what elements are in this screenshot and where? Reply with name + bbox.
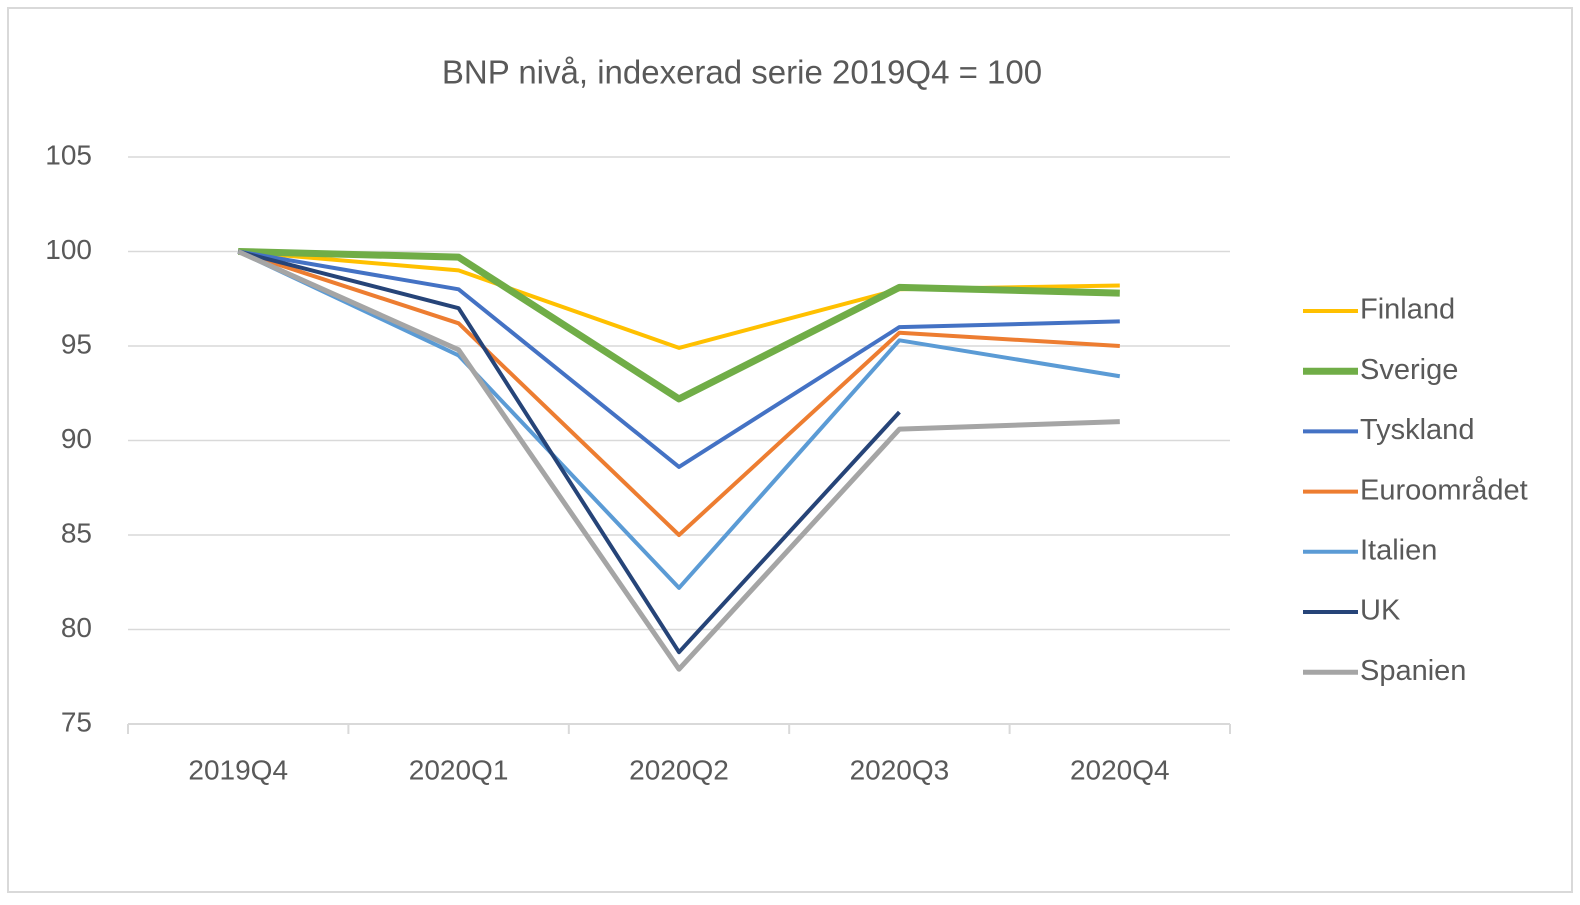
legend-label: UK [1360,595,1401,627]
x-tick-label: 2019Q4 [188,754,288,785]
y-tick-label: 105 [45,139,92,170]
legend-label: Spanien [1360,655,1466,687]
y-tick-label: 100 [45,234,92,265]
x-tick-label: 2020Q4 [1070,754,1170,785]
y-tick-label: 85 [61,517,92,548]
chart-border [7,7,1573,893]
legend-label: Finland [1360,294,1455,326]
legend-label: Sverige [1360,354,1458,386]
x-tick-label: 2020Q3 [850,754,950,785]
series-line [238,248,1120,403]
legend-label: Italien [1360,534,1437,566]
series-line [237,249,901,655]
y-tick-label: 95 [61,328,92,359]
series-line [237,249,1120,537]
y-tick-label: 90 [61,423,92,454]
legend-label: Euroområdet [1360,474,1528,506]
chart-title: BNP nivå, indexerad serie 2019Q4 = 100 [442,54,1042,91]
x-tick-label: 2020Q1 [409,754,509,785]
legend-label: Tyskland [1360,414,1474,446]
series-line [237,249,1121,590]
series-line [237,249,1120,469]
x-tick-label: 2020Q2 [629,754,729,785]
y-tick-label: 75 [61,706,92,737]
y-tick-label: 80 [61,612,92,643]
series-line [237,249,1120,672]
